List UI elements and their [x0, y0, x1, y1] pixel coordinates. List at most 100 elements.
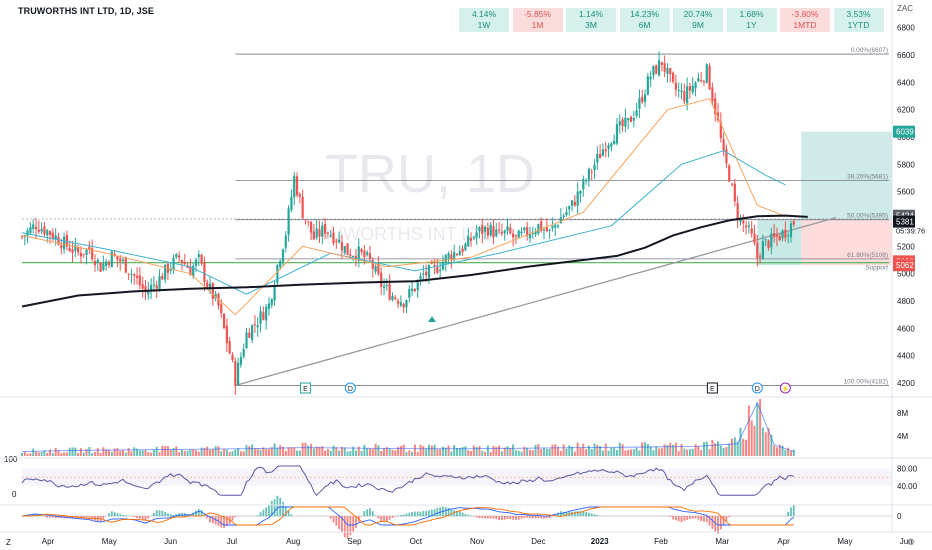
candle [596, 146, 599, 170]
candle [618, 114, 621, 134]
candle [279, 259, 282, 271]
perf-value: 1.14% [578, 9, 604, 19]
events-layer: E D E D ⚡ [299, 316, 791, 394]
candle-body [236, 362, 240, 386]
macd-hist [158, 510, 161, 517]
volume-bar [759, 399, 762, 456]
perf-1mtd[interactable]: -3.80% 1MTD [780, 8, 830, 32]
volume-bar [557, 446, 560, 456]
volume-bar [329, 450, 332, 456]
candle-body [447, 253, 450, 258]
candle [388, 273, 391, 301]
volume-bar [627, 449, 630, 456]
volume-bar [108, 449, 110, 456]
split-marker [428, 316, 436, 322]
candle [750, 220, 753, 238]
candle-body [621, 119, 624, 127]
macd-hist [540, 516, 543, 519]
candle-body [422, 273, 425, 275]
event-earnings [299, 382, 311, 394]
volume-bar [340, 446, 343, 456]
macd-hist [35, 513, 37, 517]
candle [178, 251, 181, 263]
candle [399, 295, 402, 308]
perf-1m[interactable]: -5.85% 1M [512, 8, 563, 32]
perf-1y[interactable]: 1.68% 1Y [726, 8, 777, 32]
volume-bar [371, 448, 374, 456]
candle [744, 221, 748, 235]
volume-bar [484, 451, 487, 456]
volume-bar [189, 449, 192, 456]
macd-hist [512, 516, 515, 520]
event-symbol: ⚡ [781, 384, 790, 393]
candle-body [32, 224, 35, 229]
perf-9m[interactable]: 20.74% 9M [673, 8, 723, 32]
volume-bar [88, 447, 91, 456]
rsi-tick: 40.00 [897, 482, 918, 491]
candle-body [773, 233, 776, 238]
candle-body [475, 232, 478, 238]
candle-body [338, 239, 341, 243]
perf-1ytd[interactable]: 3.53% 1YTD [833, 8, 884, 32]
candle [293, 171, 296, 206]
macd-hist [122, 514, 124, 517]
macd-hist [520, 516, 523, 519]
candle-body [492, 225, 495, 238]
candle-body [497, 229, 501, 231]
candle [396, 298, 400, 309]
volume-bar [262, 447, 265, 456]
volume-bar [680, 444, 683, 456]
candle [318, 220, 321, 243]
volume-bar [590, 448, 593, 456]
macd-hist [697, 516, 700, 520]
candle-body [413, 288, 417, 292]
macd-hist [430, 509, 433, 517]
candle-body [231, 354, 234, 361]
time-tick: May [102, 537, 117, 546]
candle [29, 222, 32, 236]
volume-bar [509, 448, 512, 456]
candle [789, 220, 793, 243]
candle-body [290, 196, 293, 210]
candle-body [189, 266, 192, 276]
volume-tick: 4M [897, 432, 908, 441]
volume-bar [736, 441, 739, 456]
macd-hist [489, 516, 492, 519]
perf-1w[interactable]: 4.14% 1W [459, 8, 509, 32]
perf-period: 1M [531, 20, 544, 30]
volume-bar [127, 448, 130, 456]
candle [467, 227, 470, 247]
event-dividend [779, 382, 791, 394]
volume-bar [245, 445, 248, 456]
macd-hist [181, 513, 183, 517]
volume-bar [40, 451, 43, 456]
price-tick: 6400 [897, 78, 915, 87]
volume-bar [180, 449, 183, 456]
macd-hist [492, 516, 495, 519]
volume-bar [702, 442, 705, 456]
macd-hist [571, 511, 573, 517]
candle-body [551, 226, 554, 229]
perf-3m[interactable]: 1.14% 3M [566, 8, 616, 32]
candle-body [705, 64, 708, 83]
candle-body [643, 94, 647, 102]
volume-bar [217, 446, 220, 456]
macd-hist [192, 512, 195, 517]
macd-hist [211, 516, 214, 524]
macd-hist [108, 513, 110, 517]
candle-body [360, 249, 363, 253]
candle [492, 219, 495, 245]
volume-bar [369, 448, 371, 456]
macd-hist [147, 516, 150, 519]
candle-body [548, 229, 551, 231]
macd-hist [523, 516, 526, 519]
perf-6m[interactable]: 14.23% 6M [619, 8, 670, 32]
price-label-bg [893, 125, 915, 138]
volume-bar [545, 448, 548, 456]
volume-bar [447, 445, 450, 456]
candle-body [357, 246, 360, 261]
volume-bar [753, 425, 756, 456]
candle-body [169, 268, 172, 271]
